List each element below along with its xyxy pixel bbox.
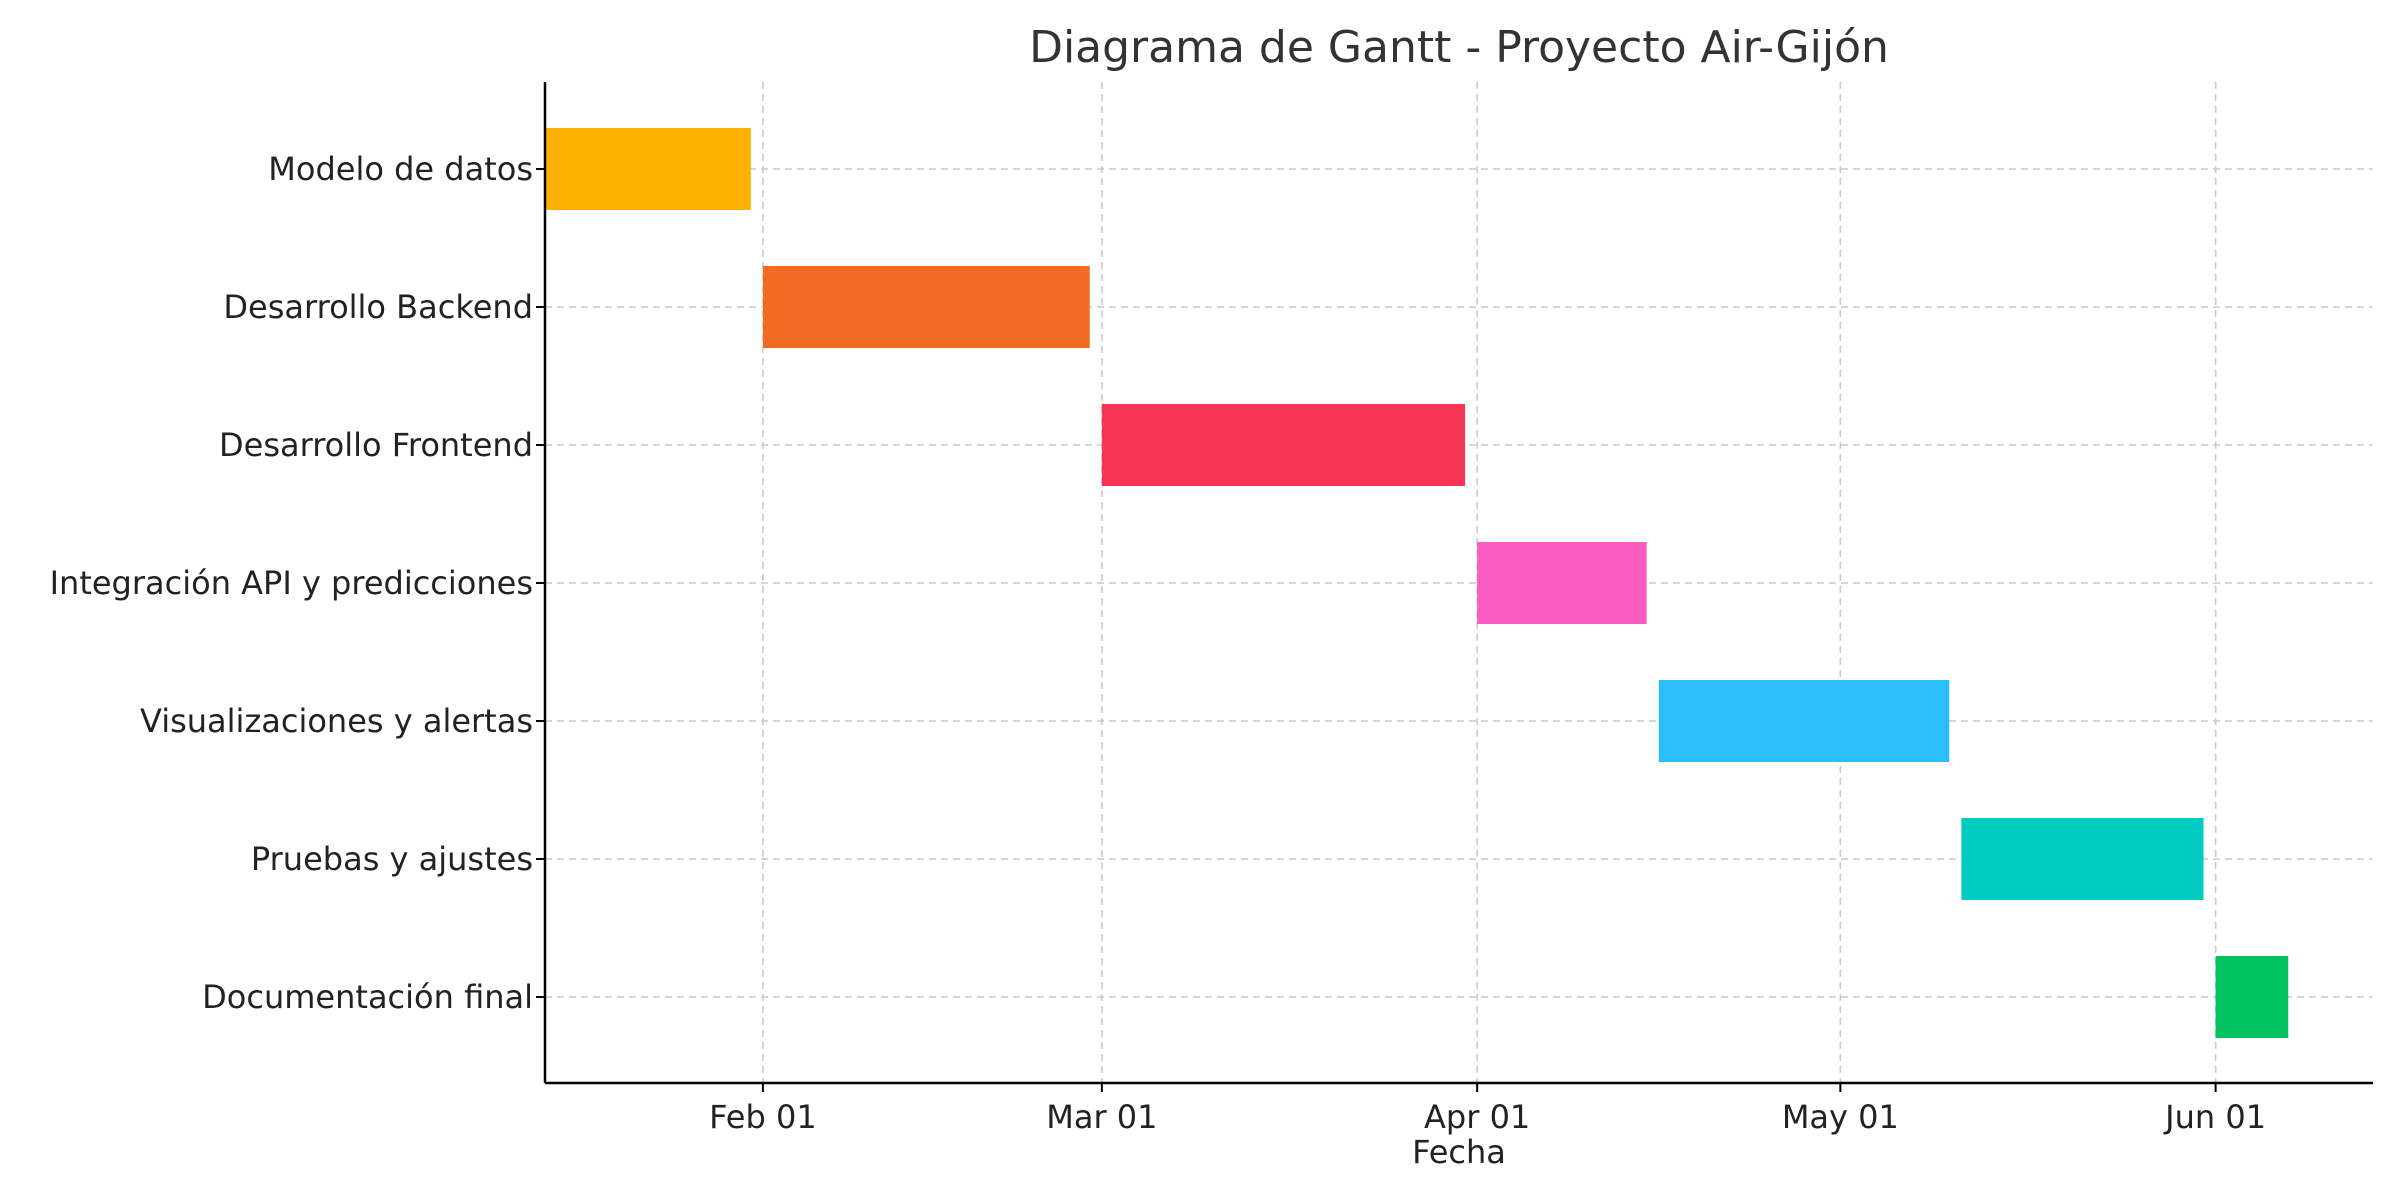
gantt-bar: [762, 266, 1090, 348]
task-label: Integración API y predicciones: [50, 564, 533, 602]
task-label: Desarrollo Frontend: [219, 426, 533, 464]
chart-title: Diagrama de Gantt - Proyecto Air-Gijón: [1029, 22, 1889, 73]
task-label: Pruebas y ajustes: [251, 840, 533, 878]
x-tick-label: Jun 01: [2163, 1098, 2266, 1136]
bars-layer: [545, 128, 2289, 1038]
gantt-bar: [1477, 542, 1647, 624]
gantt-bar: [1101, 404, 1466, 486]
grid-layer: [545, 82, 2373, 1083]
gantt-bar: [545, 128, 751, 210]
x-tick-label: Mar 01: [1046, 1098, 1157, 1136]
gantt-bar: [1961, 818, 2204, 900]
task-label: Modelo de datos: [268, 150, 533, 188]
gantt-bar: [2215, 956, 2289, 1038]
task-label: Visualizaciones y alertas: [140, 702, 533, 740]
x-axis-label: Fecha: [1412, 1133, 1506, 1171]
gantt-bar: [1658, 680, 1950, 762]
x-tick-label: May 01: [1782, 1098, 1899, 1136]
x-tick-label: Apr 01: [1424, 1098, 1530, 1136]
x-tick-label: Feb 01: [709, 1098, 817, 1136]
labels-layer: Feb 01 Mar 01 Apr 01 May 01 Jun 01 Modelo de …: [50, 150, 2266, 1136]
axes-layer: [536, 82, 2373, 1092]
task-label: Desarrollo Backend: [223, 288, 533, 326]
task-label: Documentación final: [202, 978, 533, 1016]
